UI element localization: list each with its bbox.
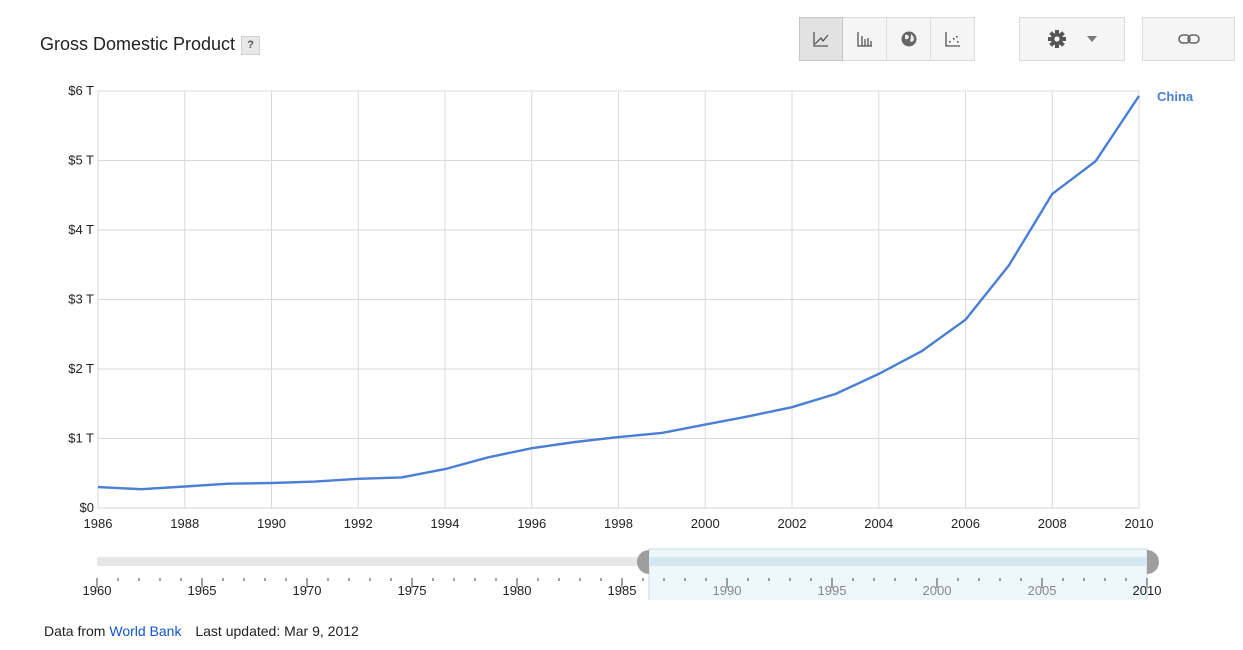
slider-year-label: 1975	[398, 583, 427, 598]
x-tick-label: 2006	[951, 516, 980, 531]
y-tick-label: $6 T	[68, 83, 94, 98]
slider-year-label: 2010	[1133, 583, 1162, 598]
x-tick-label: 1994	[431, 516, 460, 531]
x-tick-label: 1998	[604, 516, 633, 531]
line-chart-button[interactable]	[799, 17, 843, 61]
line-chart: $0 $1 T $2 T $3 T $4 T $5 T $6 T 1986 1988 1990 19…	[68, 83, 1194, 600]
x-tick-label: 2002	[778, 516, 807, 531]
y-tick-label: $3 T	[68, 292, 94, 307]
line-chart-icon	[813, 32, 829, 47]
x-tick-label: 2010	[1125, 516, 1154, 531]
legend-label: China	[1157, 89, 1194, 104]
slider-year-label: 2000	[923, 583, 952, 598]
settings-button[interactable]	[1019, 17, 1125, 61]
x-tick-label: 2000	[691, 516, 720, 531]
scatter-chart-icon	[944, 32, 960, 47]
slider-year-label: 2005	[1028, 583, 1057, 598]
slider-right-handle[interactable]	[1147, 550, 1159, 574]
bar-chart-button[interactable]	[843, 17, 887, 61]
slider-year-label: 1970	[293, 583, 322, 598]
map-button[interactable]	[887, 17, 931, 61]
slider-year-label: 1960	[83, 583, 112, 598]
x-tick-label: 2008	[1038, 516, 1067, 531]
gear-icon	[1048, 30, 1066, 48]
link-button[interactable]	[1142, 17, 1235, 61]
help-button[interactable]: ?	[241, 35, 261, 55]
x-tick-label: 1990	[257, 516, 286, 531]
slider-year-label: 1985	[608, 583, 637, 598]
footer-prefix: Data from	[44, 623, 106, 639]
y-tick-label: $1 T	[68, 431, 94, 446]
x-tick-label: 2004	[864, 516, 893, 531]
x-tick-label: 1988	[170, 516, 199, 531]
footer: Data from World Bank Last updated: Mar 9…	[44, 623, 359, 639]
chevron-down-icon	[1087, 36, 1097, 42]
scatter-chart-button[interactable]	[931, 17, 975, 61]
title-text: Gross Domestic Product	[40, 34, 236, 54]
series-line-china	[97, 95, 1140, 491]
x-tick-label: 1986	[84, 516, 113, 531]
slider-year-label: 1990	[713, 583, 742, 598]
slider-selected-track	[649, 557, 1147, 566]
x-tick-label: 1992	[344, 516, 373, 531]
chart-title: Gross Domestic Product?	[40, 34, 261, 55]
source-link[interactable]: World Bank	[109, 623, 182, 639]
link-icon	[1177, 34, 1200, 44]
last-updated: Last updated: Mar 9, 2012	[195, 623, 359, 639]
slider-year-label: 1980	[503, 583, 532, 598]
x-tick-label: 1996	[517, 516, 546, 531]
bar-chart-icon	[856, 32, 872, 47]
slider-left-handle[interactable]	[637, 550, 649, 574]
y-tick-label: $2 T	[68, 361, 94, 376]
globe-icon	[901, 31, 916, 47]
y-tick-label: $0	[80, 500, 94, 515]
y-tick-label: $5 T	[68, 153, 94, 168]
slider-year-label: 1995	[818, 583, 847, 598]
y-tick-label: $4 T	[68, 222, 94, 237]
chart-type-toolbar	[799, 17, 975, 61]
slider-year-label: 1965	[188, 583, 217, 598]
